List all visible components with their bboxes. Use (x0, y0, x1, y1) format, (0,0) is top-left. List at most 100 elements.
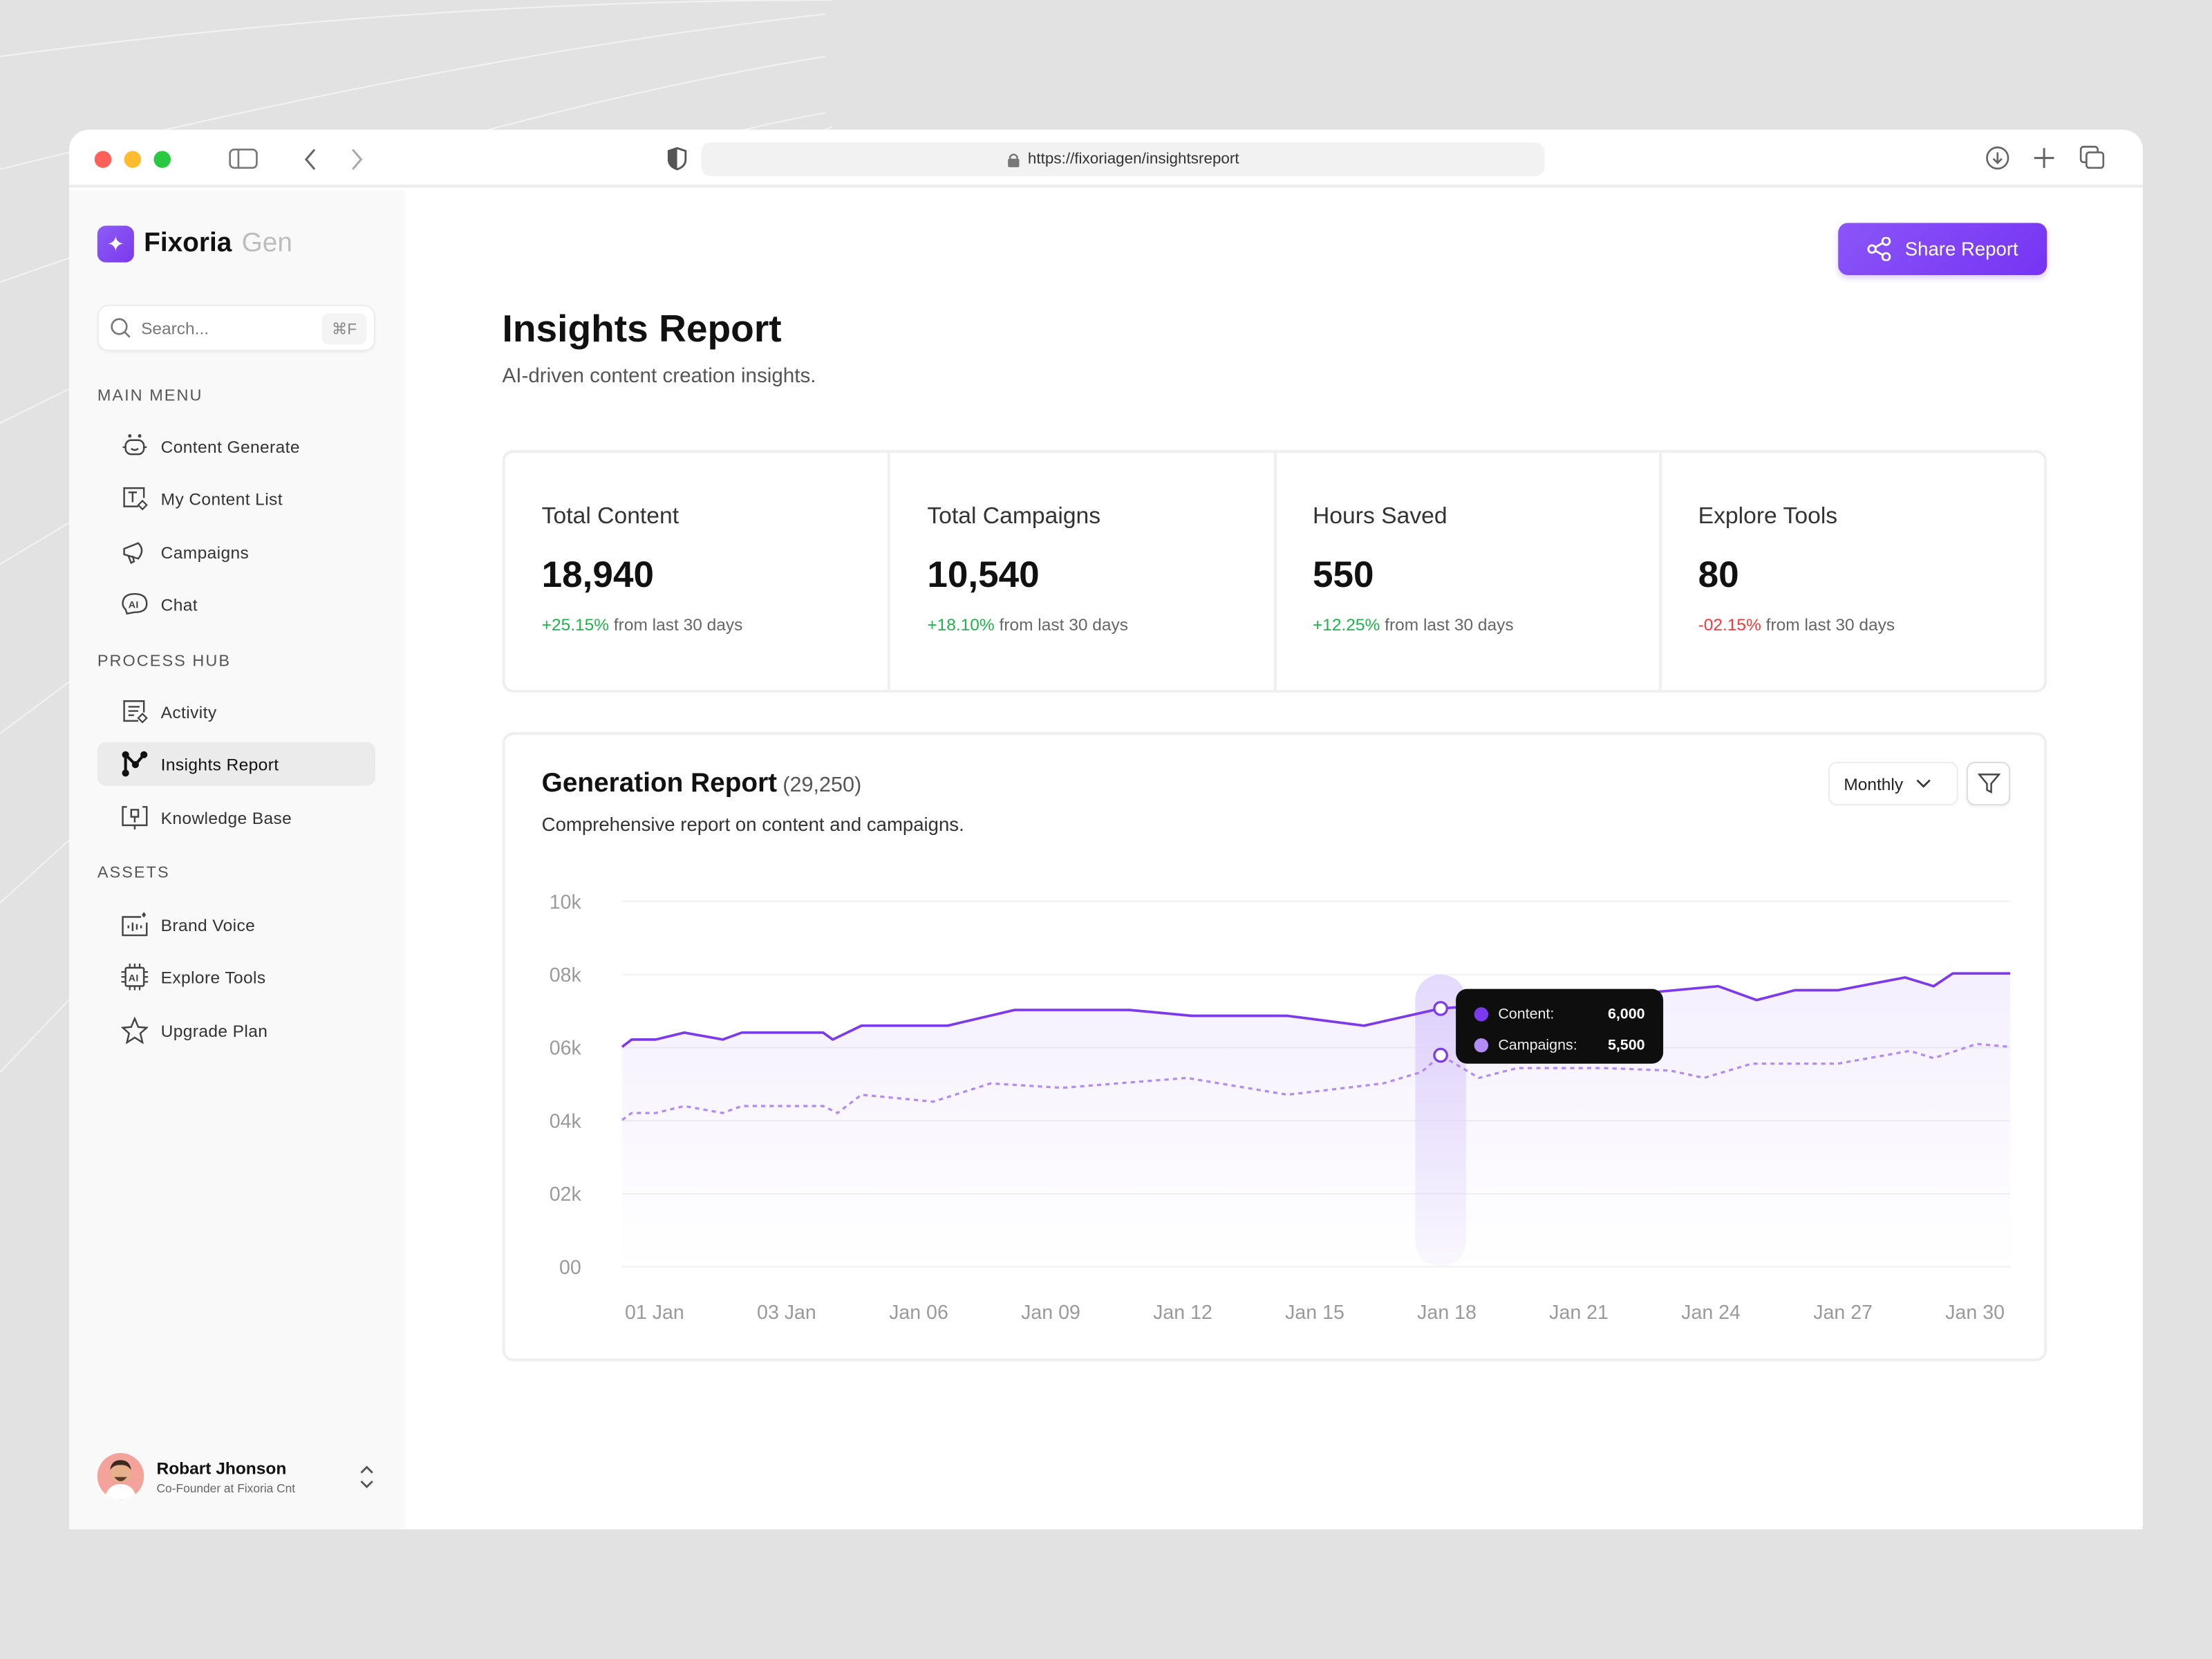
shield-icon[interactable] (667, 147, 687, 171)
stat-period: from last 30 days (999, 615, 1129, 635)
nav-label: My Content List (160, 489, 283, 509)
y-tick-label: 10k (550, 891, 582, 913)
sidebar-item-brand-voice[interactable]: Brand Voice (97, 903, 375, 946)
x-tick-label: 03 Jan (757, 1302, 816, 1324)
share-icon (1868, 236, 1891, 261)
tooltip-row-content: Content: 6,000 (1474, 1002, 1645, 1027)
x-tick-label: Jan 24 (1681, 1302, 1741, 1324)
stat-period: from last 30 days (1765, 615, 1895, 635)
main-content: Share Report Insights Report AI-driven c… (404, 190, 2143, 1530)
activity-icon (123, 700, 148, 724)
address-bar[interactable]: https://fixoriagen/insightsreport (701, 142, 1545, 177)
sidebar-toggle-icon[interactable] (229, 148, 259, 169)
stat-label: Hours Saved (1312, 503, 1447, 529)
stat-card: Total Content 18,940 +25.15% from last 3… (505, 453, 891, 690)
sidebar-item-upgrade-plan[interactable]: Upgrade Plan (97, 1009, 375, 1052)
back-icon[interactable] (303, 148, 317, 171)
y-tick-label: 06k (550, 1038, 582, 1060)
sidebar-item-chat[interactable]: AI Chat (97, 583, 375, 626)
share-report-button[interactable]: Share Report (1838, 223, 2047, 275)
share-label: Share Report (1904, 238, 2018, 260)
sidebar-item-activity[interactable]: Activity (97, 690, 375, 733)
content-hover-point (1433, 1001, 1448, 1016)
nav-label: Chat (160, 594, 198, 615)
chevron-up-down-icon[interactable] (358, 1463, 375, 1489)
content-series-line (621, 972, 2011, 1048)
minimize-window-button[interactable] (124, 151, 142, 168)
sidebar-item-content-generate[interactable]: Content Generate (97, 424, 375, 468)
section-main-menu: MAIN MENU (97, 388, 203, 405)
stat-label: Total Content (541, 503, 679, 529)
campaigns-legend-dot (1474, 1038, 1489, 1053)
book-icon (122, 806, 148, 830)
x-tick-label: Jan 15 (1285, 1302, 1344, 1324)
stat-value: 550 (1312, 552, 1374, 596)
user-role: Co-Founder at Fixoria Cnt (156, 1480, 296, 1495)
star-icon (121, 1017, 149, 1044)
section-assets: ASSETS (97, 865, 170, 882)
section-process-hub: PROCESS HUB (97, 653, 232, 671)
period-value: Monthly (1844, 774, 1904, 794)
stat-change: +18.10% (927, 615, 995, 635)
sidebar: ✦ Fixoria Gen Search... ⌘F MAIN MENU Con… (68, 190, 405, 1530)
tabs-overview-icon[interactable] (2079, 145, 2105, 171)
sidebar-item-explore-tools[interactable]: AI Explore Tools (97, 955, 375, 999)
lock-icon (1007, 153, 1019, 167)
svg-text:AI: AI (129, 973, 139, 984)
new-tab-icon[interactable] (2033, 145, 2056, 171)
stat-change: +12.25% (1312, 615, 1380, 635)
stat-period: from last 30 days (613, 615, 743, 635)
x-tick-label: Jan 27 (1813, 1302, 1873, 1324)
maximize-window-button[interactable] (153, 151, 171, 168)
nav-label: Campaigns (160, 542, 250, 563)
brand-logo[interactable]: ✦ Fixoria Gen (97, 225, 292, 263)
nav-label: Brand Voice (160, 915, 256, 935)
search-shortcut: ⌘F (321, 313, 367, 344)
report-title-text: Generation Report (541, 769, 778, 799)
browser-window: https://fixoriagen/insightsreport ✦ Fixo… (68, 129, 2143, 1530)
x-tick-label: Jan 12 (1153, 1302, 1212, 1324)
stat-change: +25.15% (541, 615, 610, 635)
nav-label: Upgrade Plan (160, 1020, 268, 1041)
report-title: Generation Report (29,250) (542, 769, 862, 800)
tooltip-row-campaigns: Campaigns: 5,500 (1474, 1033, 1645, 1058)
y-tick-label: 02k (550, 1183, 582, 1206)
stat-label: Explore Tools (1698, 503, 1838, 529)
filter-button[interactable] (1966, 762, 2011, 806)
search-input[interactable]: Search... ⌘F (97, 304, 375, 352)
tooltip-label: Campaigns: (1498, 1036, 1577, 1054)
search-placeholder: Search... (141, 318, 209, 338)
brand-suffix: Gen (241, 228, 292, 259)
report-subtitle: Comprehensive report on content and camp… (541, 814, 964, 836)
nav-label: Explore Tools (160, 966, 266, 987)
download-icon[interactable] (1985, 145, 2010, 171)
y-tick-label: 08k (550, 964, 582, 986)
x-tick-label: 01 Jan (625, 1302, 684, 1324)
content-area-fill (621, 973, 2011, 1267)
user-profile[interactable]: Robart Jhonson Co-Founder at Fixoria Cnt (97, 1453, 375, 1500)
y-tick-label: 00 (559, 1257, 581, 1279)
close-window-button[interactable] (94, 151, 112, 168)
generation-chart: 00 02k 04k 06k 08k 10k 01 Jan 03 Jan Jan 06 Jan 0… (550, 891, 2011, 1324)
stat-change-line: -02.15% from last 30 days (1698, 615, 2045, 635)
robot-icon (122, 434, 147, 456)
stat-value: 18,940 (541, 552, 654, 596)
page-subtitle: AI-driven content creation insights. (502, 365, 816, 388)
period-select[interactable]: Monthly (1828, 762, 1958, 806)
campaigns-hover-point (1433, 1047, 1448, 1063)
x-tick-label: Jan 21 (1549, 1302, 1609, 1324)
x-tick-label: Jan 18 (1417, 1302, 1477, 1324)
brand-name: Fixoria (144, 228, 232, 259)
chevron-down-icon (1916, 779, 1931, 788)
sidebar-item-my-content-list[interactable]: My Content List (97, 477, 375, 521)
y-tick-label: 04k (550, 1110, 582, 1132)
stat-value: 80 (1698, 552, 1739, 596)
sidebar-item-campaigns[interactable]: Campaigns (97, 530, 375, 574)
x-tick-label: Jan 06 (889, 1302, 948, 1324)
generation-report-card: Generation Report (29,250) Comprehensive … (502, 732, 2047, 1362)
forward-icon[interactable] (350, 148, 364, 171)
stat-period: from last 30 days (1385, 615, 1514, 635)
sidebar-item-insights-report[interactable]: Insights Report (97, 742, 375, 786)
nav-label: Insights Report (160, 753, 279, 774)
sidebar-item-knowledge-base[interactable]: Knowledge Base (97, 796, 375, 839)
